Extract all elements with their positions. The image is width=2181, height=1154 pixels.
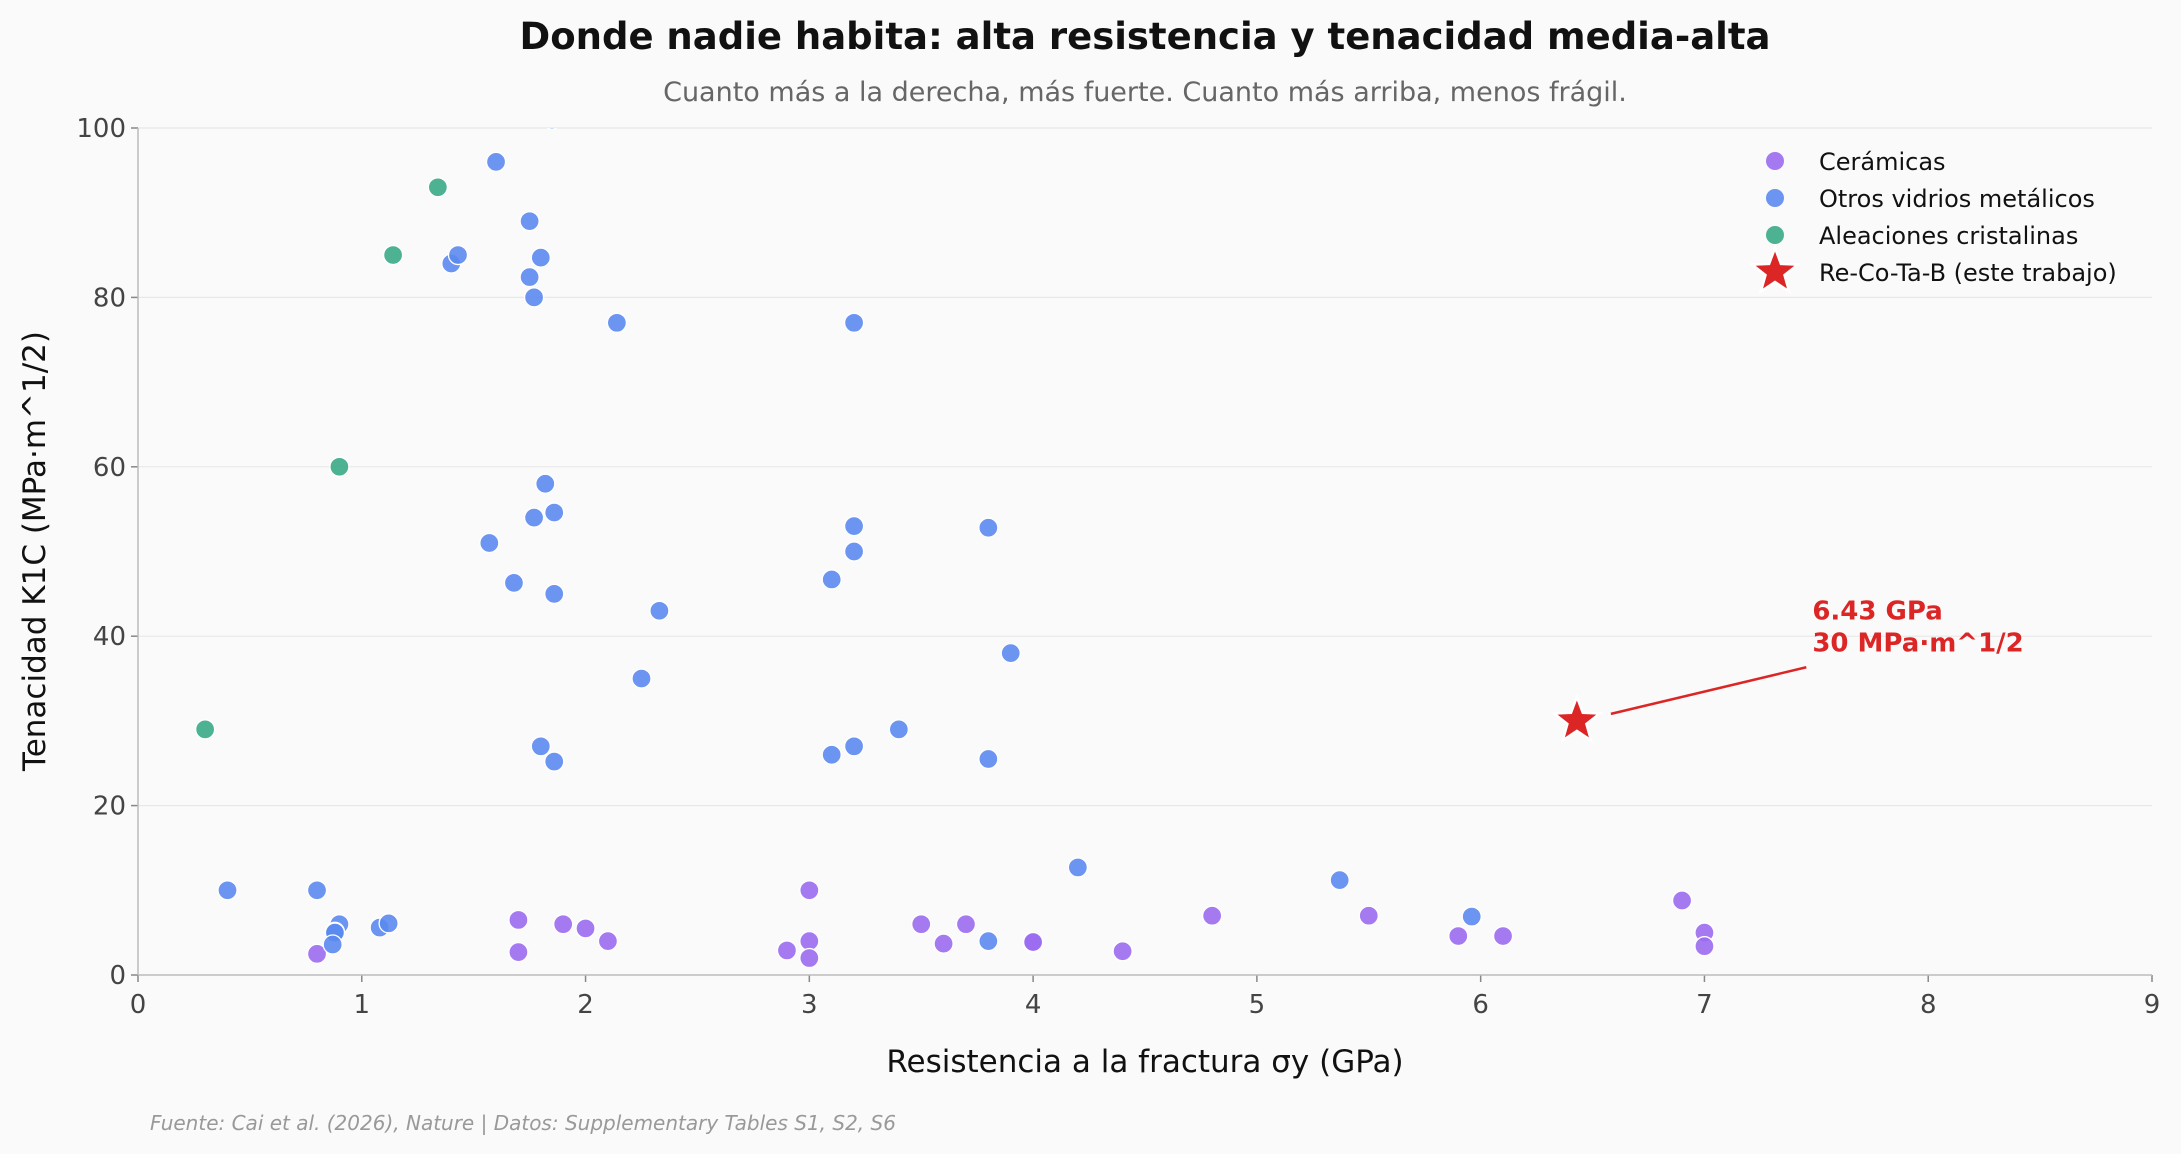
data-point xyxy=(631,668,652,689)
data-point xyxy=(519,266,540,288)
x-tick-label: 7 xyxy=(1696,990,1713,1020)
y-axis-label: Tenacidad K1C (MPa·m^1/2) xyxy=(17,331,53,772)
data-point xyxy=(523,507,545,528)
data-point xyxy=(1492,925,1514,947)
data-point xyxy=(843,736,865,757)
x-axis-label: Resistencia a la fractura σy (GPa) xyxy=(886,1044,1403,1080)
data-point xyxy=(799,947,820,969)
chart-title: Donde nadie habita: alta resistencia y t… xyxy=(519,15,1770,58)
data-point xyxy=(978,517,999,538)
y-tick-label: 100 xyxy=(76,114,126,144)
legend-label: Re-Co-Ta-B (este trabajo) xyxy=(1819,259,2117,287)
x-tick-label: 8 xyxy=(1920,990,1937,1020)
x-tick-label: 4 xyxy=(1025,990,1042,1020)
data-point xyxy=(485,151,507,173)
legend-star-marker xyxy=(1748,244,1802,295)
data-point xyxy=(1067,857,1089,878)
chart-subtitle: Cuanto más a la derecha, más fuerte. Cua… xyxy=(663,77,1627,108)
data-point xyxy=(306,943,328,964)
data-point xyxy=(606,312,628,333)
data-point xyxy=(544,583,565,604)
legend-label: Cerámicas xyxy=(1819,148,1946,176)
x-tick-label: 2 xyxy=(577,990,594,1020)
data-point xyxy=(544,502,565,523)
data-point xyxy=(843,541,865,562)
data-point xyxy=(575,918,596,939)
data-point xyxy=(821,569,842,590)
y-tick-label: 60 xyxy=(93,453,126,483)
annotation-text: 30 MPa·m^1/2 xyxy=(1812,628,2023,658)
data-point xyxy=(329,456,350,477)
data-point xyxy=(546,128,558,130)
x-tick-label: 1 xyxy=(354,990,371,1020)
legend: Cerámicas Otros vidrios metálicos Aleacion… xyxy=(1748,148,2117,295)
data-point xyxy=(535,473,556,494)
x-tick-label: 6 xyxy=(1472,990,1489,1020)
data-point xyxy=(1022,931,1044,953)
data-point xyxy=(978,748,999,770)
footer-source: Fuente: Cai et al. (2026), Nature | Dato… xyxy=(150,1111,896,1135)
data-point xyxy=(799,880,820,901)
y-tick-label: 80 xyxy=(93,283,126,313)
data-point xyxy=(503,572,525,593)
data-point xyxy=(799,930,820,952)
data-point xyxy=(519,211,540,232)
data-point xyxy=(1201,905,1223,926)
data-point xyxy=(553,914,574,935)
x-tick-label: 9 xyxy=(2144,990,2161,1020)
y-tick-label: 20 xyxy=(93,792,126,822)
data-points xyxy=(194,128,1715,969)
data-point xyxy=(378,913,399,934)
data-point xyxy=(843,312,865,333)
data-point xyxy=(649,600,670,621)
data-point xyxy=(427,177,449,198)
x-tick-label: 3 xyxy=(801,990,818,1020)
x-tick-label: 0 xyxy=(130,990,147,1020)
data-point xyxy=(843,515,865,537)
data-point xyxy=(978,930,999,952)
data-point-star xyxy=(1550,693,1604,744)
data-point xyxy=(821,744,842,765)
data-point xyxy=(1694,936,1715,957)
data-point xyxy=(306,880,328,901)
y-tick-label: 0 xyxy=(109,961,126,991)
data-point xyxy=(955,914,977,935)
data-point xyxy=(911,914,932,935)
data-point xyxy=(479,532,500,554)
data-point xyxy=(217,880,238,901)
x-tick-label: 5 xyxy=(1249,990,1266,1020)
data-point xyxy=(597,930,619,952)
data-point xyxy=(1358,905,1379,926)
data-point xyxy=(508,909,529,931)
data-point xyxy=(933,933,954,954)
y-tick-label: 40 xyxy=(93,622,126,652)
data-point xyxy=(322,934,343,955)
data-point xyxy=(1000,642,1021,664)
legend-marker xyxy=(1766,152,1784,170)
data-point xyxy=(544,751,565,772)
data-point xyxy=(530,247,551,268)
data-point xyxy=(447,244,469,266)
data-point xyxy=(1671,890,1693,911)
annotation-text: 6.43 GPa xyxy=(1812,596,1942,626)
data-point xyxy=(530,736,551,757)
data-point xyxy=(1448,925,1469,947)
legend-marker xyxy=(1766,189,1784,207)
data-point xyxy=(776,940,798,961)
annotation-arrow xyxy=(1610,666,1807,716)
legend-label: Aleaciones cristalinas xyxy=(1819,222,2078,250)
data-point xyxy=(194,719,216,740)
data-point xyxy=(508,941,529,963)
data-point xyxy=(1329,869,1350,891)
data-point xyxy=(888,719,909,740)
legend-marker xyxy=(1766,226,1784,244)
data-point xyxy=(382,244,404,266)
legend-label: Otros vidrios metálicos xyxy=(1819,185,2095,213)
data-point xyxy=(1112,941,1133,962)
data-point xyxy=(523,287,545,308)
data-point xyxy=(1461,906,1482,927)
